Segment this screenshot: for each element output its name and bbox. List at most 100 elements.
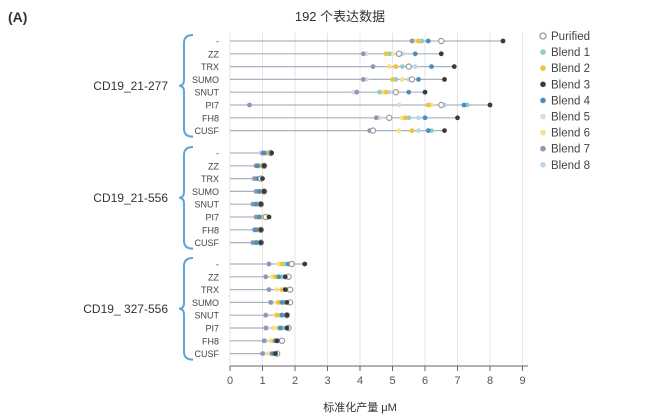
point-blend-2 (416, 38, 421, 44)
point-blend-6 (396, 128, 402, 134)
legend-item: Blend 7 (540, 144, 590, 156)
point-blend-6 (399, 77, 405, 82)
point-blend-3 (261, 163, 267, 169)
point-purified (288, 260, 295, 268)
row-tag-label: FH8 (202, 336, 219, 346)
point-blend-3 (442, 128, 447, 134)
legend-label: Blend 4 (551, 95, 591, 107)
x-tick-label: 9 (519, 375, 525, 387)
point-purified (392, 88, 399, 96)
point-blend-3 (284, 325, 290, 331)
row-tag-label: ZZ (208, 49, 219, 59)
data-row: - (216, 260, 308, 270)
data-row: FH8 (202, 336, 286, 346)
point-blend-7 (360, 51, 366, 57)
x-tick-label: 2 (292, 375, 298, 387)
x-tick-label: 5 (389, 375, 395, 387)
row-tag-label: TRX (201, 285, 219, 295)
point-blend-8 (412, 64, 418, 69)
group-bracket (178, 146, 194, 250)
point-blend-4 (425, 38, 431, 44)
legend-label: Blend 5 (551, 112, 590, 124)
legend-label: Blend 8 (551, 160, 590, 172)
group-label: CD19_21-556 (93, 191, 168, 205)
x-axis: 0 1 2 3 4 5 6 7 8 9 (227, 365, 528, 387)
row-tag-label: - (216, 37, 219, 47)
group-label: CD19_ 327-556 (83, 302, 168, 316)
point-purified (386, 114, 393, 122)
data-row: ZZ (208, 161, 268, 171)
group-label: CD19_21-277 (93, 79, 168, 93)
point-blend-3 (258, 227, 264, 233)
legend-label: Blend 3 (551, 79, 590, 91)
x-tick-label: 4 (357, 375, 363, 387)
legend-marker (540, 97, 546, 104)
legend-item: Blend 2 (540, 63, 590, 75)
grid (229, 33, 523, 366)
point-blend-3 (422, 89, 428, 95)
x-axis-label: 标准化产量 μM (323, 400, 397, 414)
data-row: FH8 (202, 225, 265, 235)
x-tick-label: 0 (227, 375, 233, 387)
row-tag-label: PI7 (205, 101, 219, 111)
legend-marker (540, 81, 546, 88)
point-blend-4 (279, 312, 285, 318)
data-row: FH8 (202, 113, 460, 123)
point-blend-4 (256, 214, 262, 220)
point-blend-3 (274, 338, 280, 344)
point-blend-7 (260, 351, 265, 356)
data-row: SNUT (195, 88, 428, 98)
row-tag-label: SUMO (192, 298, 219, 308)
point-blend-4 (416, 77, 421, 82)
point-blend-3 (269, 150, 274, 156)
point-blend-2 (383, 51, 389, 57)
point-blend-4 (253, 227, 259, 233)
point-blend-2 (274, 312, 280, 318)
row-tag-label: CUSF (195, 238, 220, 248)
data-row: SUMO (192, 75, 447, 85)
data-row: PI7 (205, 101, 493, 111)
point-blend-4 (261, 150, 267, 156)
legend-marker (540, 145, 546, 152)
point-blend-4 (429, 64, 434, 69)
point-blend-4 (461, 102, 467, 108)
point-blend-4 (279, 300, 285, 305)
point-blend-7 (360, 77, 366, 82)
legend-label: Blend 2 (551, 63, 590, 75)
point-blend-4 (412, 51, 418, 57)
legend-marker (540, 129, 546, 136)
point-blend-3 (273, 351, 278, 356)
x-tick-label: 8 (487, 375, 493, 387)
row-tag-label: ZZ (208, 161, 219, 171)
point-blend-3 (442, 77, 447, 82)
point-blend-7 (263, 325, 269, 331)
point-purified (278, 337, 286, 344)
point-blend-7 (370, 64, 376, 69)
point-blend-3 (284, 312, 290, 318)
point-blend-3 (302, 261, 308, 267)
legend-item: Blend 1 (540, 47, 590, 59)
point-blend-2 (279, 261, 285, 267)
point-blend-3 (266, 214, 272, 220)
legend-item: Blend 4 (540, 95, 591, 107)
point-blend-2 (425, 102, 431, 108)
point-blend-2 (403, 115, 408, 121)
row-tag-label: PI7 (205, 213, 219, 223)
group-bracket (178, 257, 194, 361)
row-tag-label: CUSF (195, 126, 220, 136)
panel-label: (A) (8, 9, 27, 25)
data-row: SUMO (192, 187, 268, 197)
data-row: CUSF (195, 126, 447, 136)
point-blend-2 (383, 89, 389, 95)
point-purified (438, 101, 445, 109)
point-blend-4 (422, 115, 428, 121)
point-blend-7 (263, 274, 269, 280)
legend-label: Blend 7 (551, 144, 590, 156)
point-blend-4 (277, 325, 283, 331)
row-tag-label: PI7 (205, 324, 219, 334)
data-row: - (216, 37, 506, 47)
data-row: CUSF (195, 349, 281, 359)
point-blend-5 (396, 102, 402, 108)
point-blend-7 (266, 261, 272, 267)
